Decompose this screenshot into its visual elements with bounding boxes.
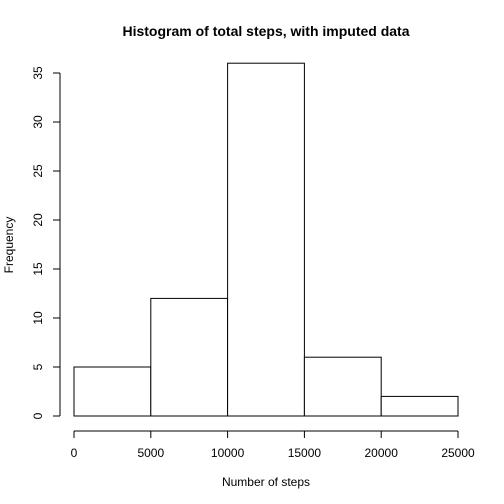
x-tick-label-1: 5000 xyxy=(137,446,164,460)
y-tick-label-2: 10 xyxy=(31,311,45,325)
y-tick-label-5: 25 xyxy=(31,164,45,178)
x-axis-label: Number of steps xyxy=(222,475,310,489)
histogram-bar-0 xyxy=(74,367,151,416)
y-tick-label-0: 0 xyxy=(31,412,45,419)
histogram-bar-2 xyxy=(228,63,305,416)
y-tick-label-7: 35 xyxy=(31,66,45,80)
histogram-bar-3 xyxy=(304,357,381,416)
y-axis-label: Frequency xyxy=(2,217,16,274)
x-tick-label-3: 15000 xyxy=(288,446,322,460)
y-tick-label-1: 5 xyxy=(31,363,45,370)
histogram-bar-4 xyxy=(381,396,458,416)
x-tick-label-4: 20000 xyxy=(365,446,399,460)
bars-group xyxy=(74,63,458,416)
y-axis: 0 5 10 15 20 25 30 35 xyxy=(31,66,60,419)
chart-title: Histogram of total steps, with imputed d… xyxy=(122,23,409,39)
x-tick-label-5: 25000 xyxy=(441,446,475,460)
y-tick-label-3: 15 xyxy=(31,262,45,276)
histogram-bar-1 xyxy=(151,298,228,416)
x-tick-label-2: 10000 xyxy=(211,446,245,460)
x-tick-label-0: 0 xyxy=(71,446,78,460)
y-tick-label-4: 20 xyxy=(31,213,45,227)
y-tick-label-6: 30 xyxy=(31,115,45,129)
x-axis: 0 5000 10000 15000 20000 25000 xyxy=(71,431,475,460)
